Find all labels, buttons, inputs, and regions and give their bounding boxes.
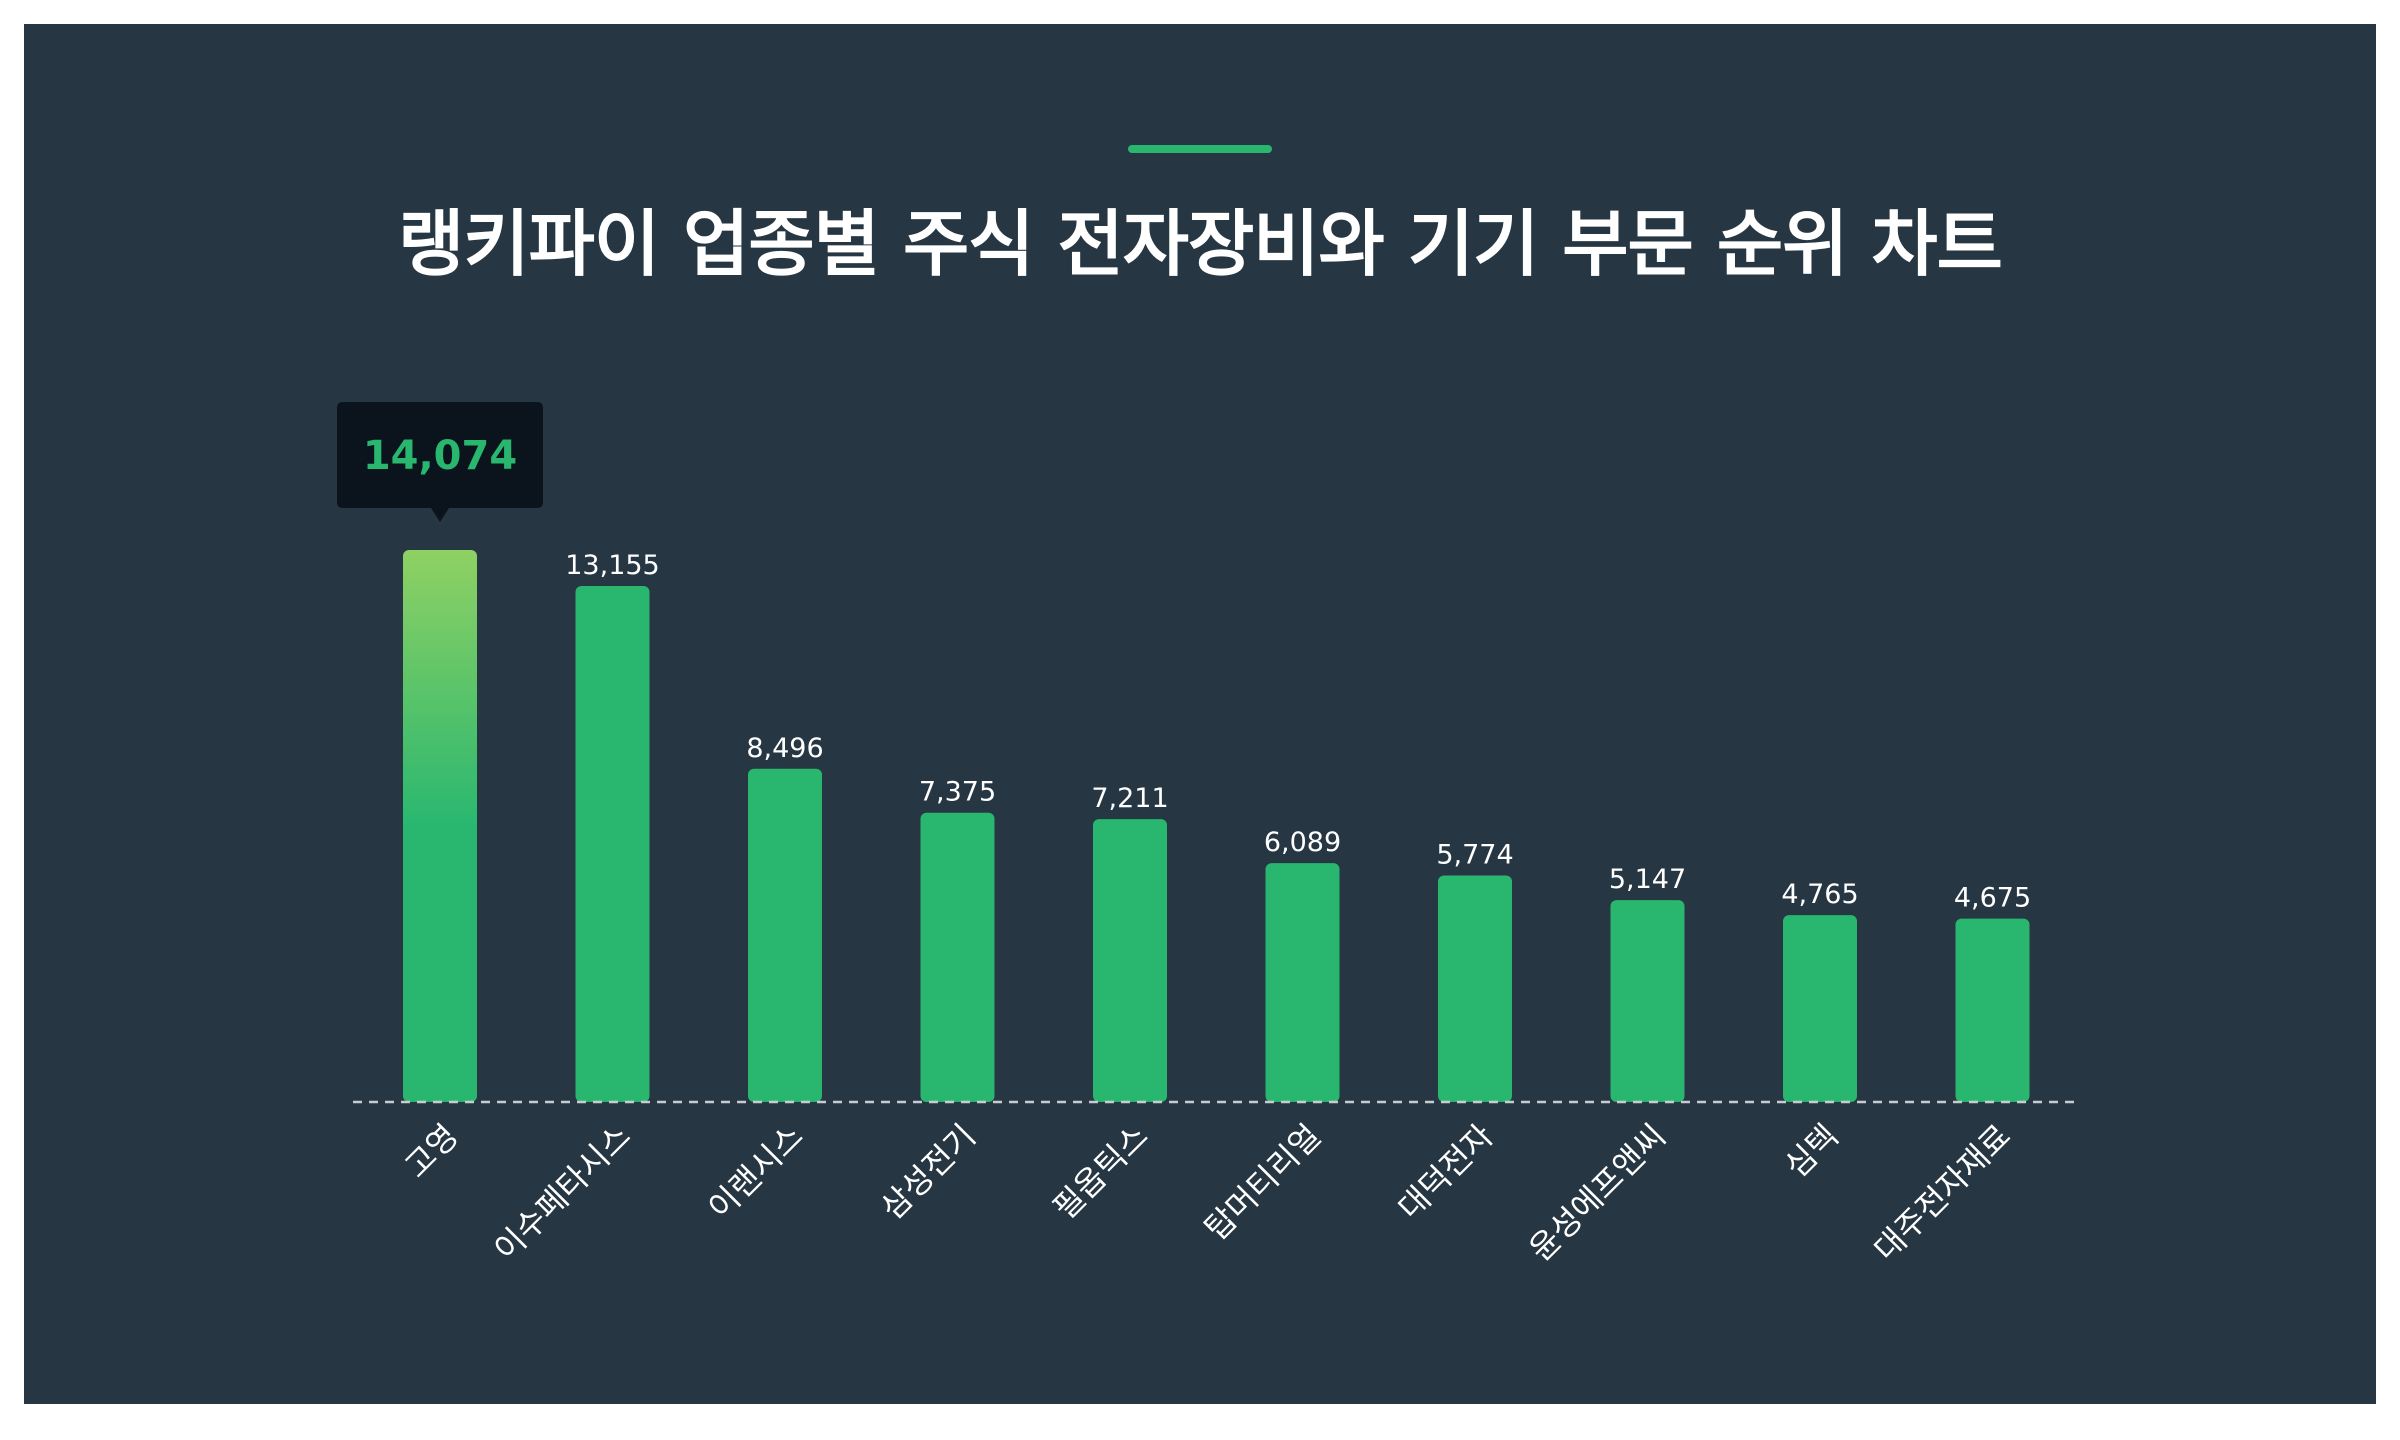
chart-title: 랭키파이 업종별 주식 전자장비와 기기 부문 순위 차트 <box>398 202 2003 286</box>
bar-3 <box>748 768 822 1102</box>
value-label-10: 4,675 <box>1954 883 2031 914</box>
value-label-2: 13,155 <box>565 550 659 581</box>
bar-10 <box>1955 918 2030 1102</box>
value-label-7: 5,774 <box>1436 840 1513 871</box>
highlight-tooltip: 14,074 <box>337 402 543 522</box>
value-label-9: 4,765 <box>1781 879 1858 910</box>
bar-8 <box>1610 900 1685 1102</box>
category-label-7: 대덕전자 <box>1391 1117 1501 1227</box>
value-label-1: 14,074 <box>363 433 517 479</box>
value-label-6: 6,089 <box>1264 827 1341 858</box>
category-label-4: 삼성전기 <box>873 1117 983 1227</box>
category-label-2: 이수페타시스 <box>486 1117 638 1269</box>
bar-6 <box>1265 863 1340 1102</box>
category-label-3: 이랜시스 <box>701 1117 811 1227</box>
tooltip-arrow <box>431 508 449 522</box>
category-label-1: 고영 <box>397 1117 466 1186</box>
category-label-9: 심텍 <box>1777 1117 1846 1186</box>
bar-1 <box>403 550 477 1102</box>
bar-5 <box>1093 819 1167 1102</box>
bars-layer <box>403 550 2030 1102</box>
value-label-3: 8,496 <box>746 733 823 764</box>
tooltip-box <box>337 402 543 508</box>
category-label-10: 대주전자재료 <box>1866 1117 2018 1269</box>
value-label-5: 7,211 <box>1091 783 1168 814</box>
title-accent-line <box>1128 145 1272 153</box>
bar-9 <box>1783 915 1857 1102</box>
bar-2 <box>575 586 650 1102</box>
value-label-4: 7,375 <box>919 777 996 808</box>
bar-4 <box>920 812 995 1102</box>
value-label-8: 5,147 <box>1609 864 1686 895</box>
category-label-6: 탑머티리얼 <box>1197 1117 1328 1248</box>
category-label-5: 필옵틱스 <box>1046 1117 1156 1227</box>
category-label-8: 윤성에프앤씨 <box>1521 1117 1673 1269</box>
bar-7 <box>1438 875 1512 1102</box>
